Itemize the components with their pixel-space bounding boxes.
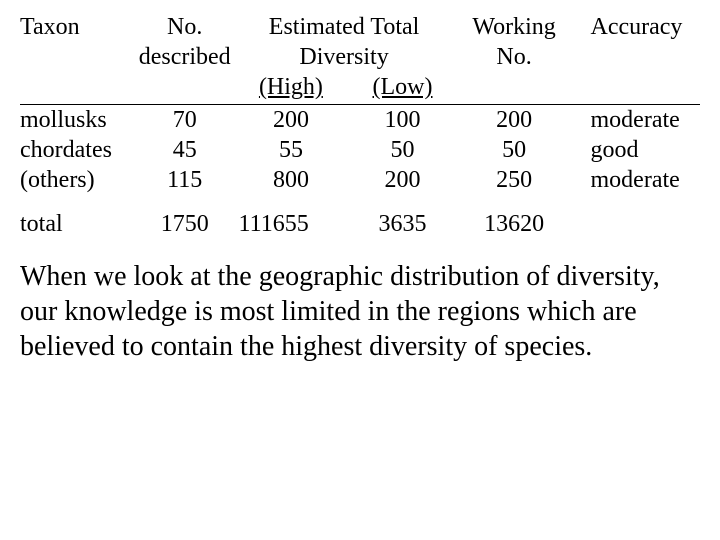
page: Taxon No. described Estimated Total Dive… bbox=[0, 0, 720, 364]
total-described: 1750 bbox=[137, 209, 233, 239]
table-row: (others) 115 800 200 250 moderate bbox=[20, 165, 700, 195]
cell-described: 45 bbox=[137, 135, 233, 165]
diversity-table: Taxon No. described Estimated Total Dive… bbox=[20, 12, 700, 239]
body-paragraph: When we look at the geographic distribut… bbox=[20, 259, 700, 364]
cell-taxon: (others) bbox=[20, 165, 137, 195]
total-row: total 1750 111655 3635 13620 bbox=[20, 209, 700, 239]
header-row-1: Taxon No. described Estimated Total Dive… bbox=[20, 12, 700, 72]
header-working: Working No. bbox=[456, 12, 573, 72]
cell-working: 250 bbox=[456, 165, 573, 195]
cell-described: 70 bbox=[137, 105, 233, 136]
cell-working: 50 bbox=[456, 135, 573, 165]
cell-high: 200 bbox=[233, 105, 350, 136]
cell-accuracy: good bbox=[573, 135, 701, 165]
cell-low: 200 bbox=[349, 165, 455, 195]
header-diversity: Estimated Total Diversity bbox=[233, 12, 456, 72]
total-label: total bbox=[20, 209, 137, 239]
cell-described: 115 bbox=[137, 165, 233, 195]
cell-taxon: mollusks bbox=[20, 105, 137, 136]
cell-low: 50 bbox=[349, 135, 455, 165]
table-row: mollusks 70 200 100 200 moderate bbox=[20, 105, 700, 136]
cell-low: 100 bbox=[349, 105, 455, 136]
cell-high: 55 bbox=[233, 135, 350, 165]
table-row: chordates 45 55 50 50 good bbox=[20, 135, 700, 165]
header-taxon: Taxon bbox=[20, 12, 137, 72]
total-working: 13620 bbox=[456, 209, 573, 239]
header-low: (Low) bbox=[373, 74, 433, 100]
header-accuracy: Accuracy bbox=[573, 12, 701, 72]
cell-working: 200 bbox=[456, 105, 573, 136]
cell-high: 800 bbox=[233, 165, 350, 195]
header-described: No. described bbox=[137, 12, 233, 72]
total-high: 111655 bbox=[233, 209, 350, 239]
cell-accuracy: moderate bbox=[573, 105, 701, 136]
cell-accuracy: moderate bbox=[573, 165, 701, 195]
row-spacer bbox=[20, 195, 700, 209]
header-high: (High) bbox=[259, 74, 323, 100]
total-low: 3635 bbox=[349, 209, 455, 239]
cell-taxon: chordates bbox=[20, 135, 137, 165]
total-accuracy bbox=[573, 209, 701, 239]
header-row-3: (High) (Low) bbox=[20, 72, 700, 102]
